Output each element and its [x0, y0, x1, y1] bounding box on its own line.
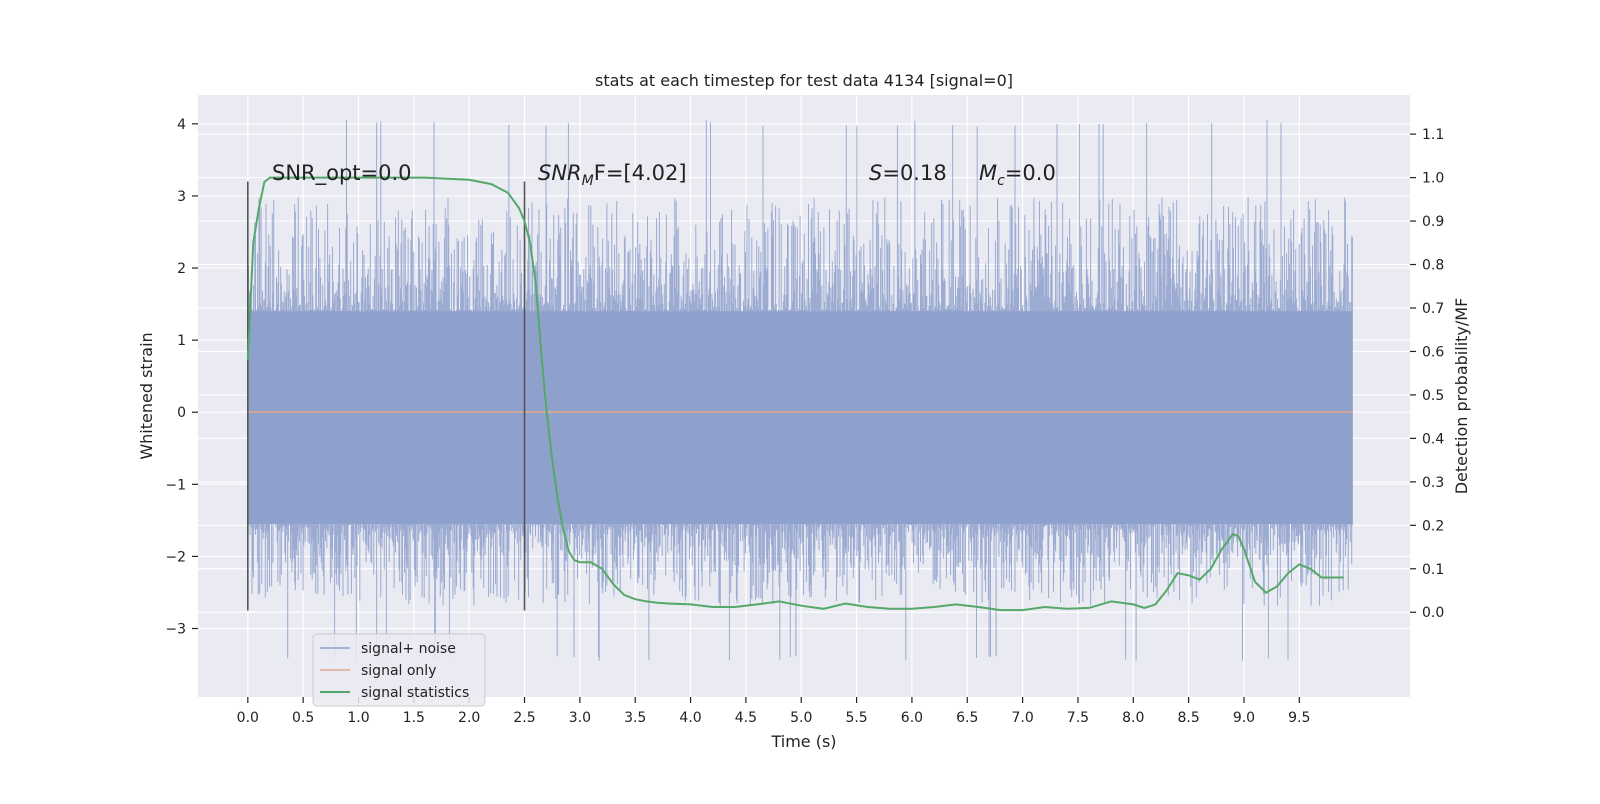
x-tick-label: 5.5	[845, 710, 867, 726]
x-tick-label: 9.5	[1288, 710, 1310, 726]
legend-label: signal only	[361, 663, 436, 679]
y-tick-label: 4	[177, 117, 186, 133]
y2-tick-label: 0.4	[1422, 431, 1444, 447]
legend-label: signal+ noise	[361, 641, 456, 657]
x-tick-label: 7.0	[1011, 710, 1033, 726]
axes: 0.0 0.5 1.0 1.5 2.0 2.5 3.0 3.5 4.0 4.5 5.0 5.5 6.0 6…	[165, 117, 1444, 726]
x-tick-label: 4.0	[679, 710, 701, 726]
x-tick-label: 3.0	[569, 710, 591, 726]
y2-tick-label: 1.0	[1422, 171, 1444, 187]
y-tick-label: −3	[165, 622, 186, 638]
marker-lines	[247, 181, 526, 611]
y2-tick-label: 0.0	[1422, 605, 1444, 621]
annotation-mc: Mc=0.0	[979, 161, 1056, 189]
y2-tick-label: 0.1	[1422, 562, 1444, 578]
y-axis-label: Whitened strain	[137, 332, 156, 459]
y2-tick-label: 0.6	[1422, 344, 1444, 360]
signal-noise-series	[247, 120, 1353, 661]
annotation-mc-value: =0.0	[1005, 161, 1056, 185]
annotation-snr-mf: SNRMF=[4.02]	[538, 161, 687, 189]
annotation-snr-mf-sub: M	[582, 173, 594, 189]
signal-statistics-line	[246, 176, 1344, 612]
x-tick-label: 5.0	[790, 710, 812, 726]
x-tick-label: 9.0	[1233, 710, 1255, 726]
x-axis-label: Time (s)	[770, 732, 836, 751]
y-tick-label: 1	[177, 333, 186, 349]
x-tick-label: 2.5	[513, 710, 535, 726]
x-tick-label: 8.5	[1177, 710, 1199, 726]
x-tick-label: 0.5	[292, 710, 314, 726]
annotation-s: S=0.18	[869, 161, 947, 185]
x-tick-label: 2.0	[458, 710, 480, 726]
y2-tick-label: 0.7	[1422, 301, 1444, 317]
y2-tick-label: 0.2	[1422, 518, 1444, 534]
annotation-s-value: =0.18	[882, 161, 946, 185]
annotation-snr-mf-prefix: SNR	[538, 161, 582, 185]
annotation-snr-mf-suffix: F=[4.02]	[594, 161, 687, 185]
x-tick-label: 4.5	[735, 710, 757, 726]
y-tick-label: 3	[177, 189, 186, 205]
legend-label: signal statistics	[361, 685, 469, 701]
y2-tick-label: 0.9	[1422, 214, 1444, 230]
x-tick-label: 0.0	[237, 710, 259, 726]
annotation-s-prefix: S	[869, 161, 882, 185]
y2-tick-label: 0.8	[1422, 258, 1444, 274]
x-tick-label: 1.5	[403, 710, 425, 726]
y2-tick-label: 0.5	[1422, 388, 1444, 404]
y2-tick-label: 1.1	[1422, 127, 1444, 143]
x-tick-label: 8.0	[1122, 710, 1144, 726]
x-tick-label: 6.5	[956, 710, 978, 726]
y-tick-label: 0	[177, 405, 186, 421]
annotation-snr-opt: SNR_opt=0.0	[272, 161, 412, 186]
annotation-mc-sub: c	[997, 173, 1005, 189]
x-tick-label: 1.0	[347, 710, 369, 726]
x-tick-label: 7.5	[1067, 710, 1089, 726]
chart-title: stats at each timestep for test data 413…	[595, 71, 1013, 90]
y-tick-label: −2	[165, 549, 186, 565]
y2-axis-label: Detection probability/MF	[1452, 298, 1471, 495]
annotation-mc-prefix: M	[979, 161, 997, 185]
y-tick-label: −1	[165, 477, 186, 493]
y-tick-label: 2	[177, 261, 186, 277]
x-tick-label: 3.5	[624, 710, 646, 726]
y2-tick-label: 0.3	[1422, 475, 1444, 491]
legend: signal+ noise signal only signal statistic…	[312, 633, 486, 707]
x-tick-label: 6.0	[901, 710, 923, 726]
legend-box	[312, 633, 486, 707]
